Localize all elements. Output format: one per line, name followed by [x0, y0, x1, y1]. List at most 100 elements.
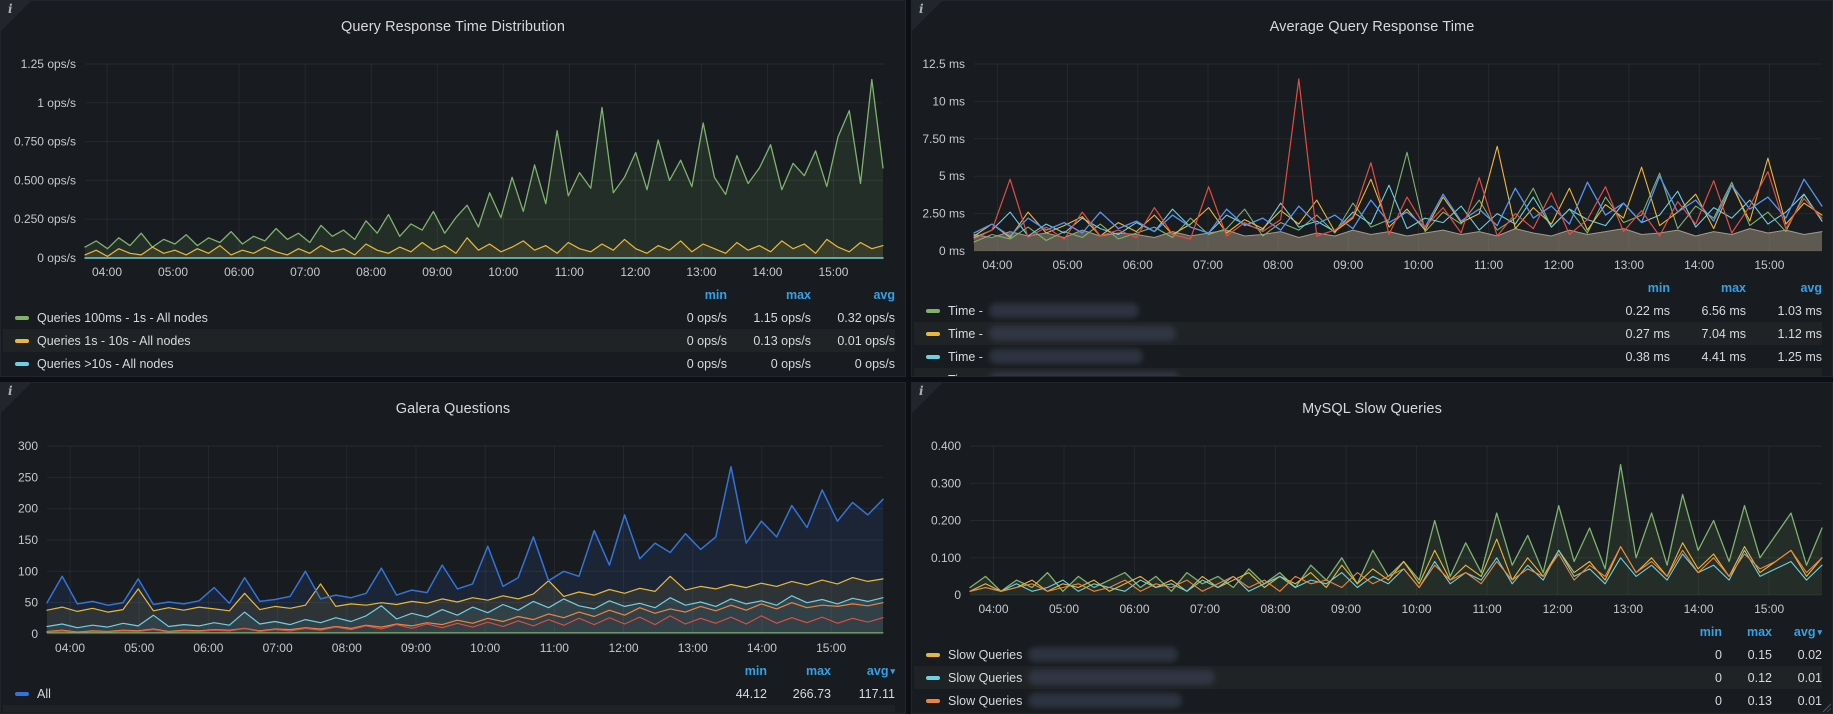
legend-stat-value: 0.22 ms — [1625, 303, 1670, 318]
legend-header-min[interactable]: min — [744, 664, 767, 678]
x-axis-label: 04:00 — [55, 641, 85, 655]
legend-series-label[interactable]: Queries 100ms - 1s - All nodes — [37, 310, 208, 325]
x-axis-label: 07:00 — [1190, 602, 1220, 616]
series-line-yellow — [46, 575, 884, 613]
time-series-graph[interactable]: 04:00 05:00 06:00 07:00 08:00 09:00 10:00 11:00… — [1, 52, 905, 284]
panel-info-corner[interactable] — [912, 383, 942, 413]
legend-stat-value: 266.73 — [792, 686, 831, 701]
x-axis-label: 11:00 — [1473, 602, 1502, 616]
y-axis-label: 0 ops/s — [37, 251, 76, 265]
legend-header-avg[interactable]: avg — [873, 288, 895, 302]
time-series-graph[interactable]: 04:00 05:00 06:00 07:00 08:00 09:00 10:00 11:00… — [912, 434, 1832, 621]
legend-series-label[interactable]: Slow Queries — [948, 670, 1023, 685]
series-line-green — [969, 464, 1823, 593]
y-axis-label: 200 — [18, 502, 38, 516]
legend-stat-value: 0.32 ops/s — [837, 310, 895, 325]
info-icon[interactable]: i — [919, 2, 924, 16]
info-icon[interactable]: i — [919, 384, 924, 398]
series-area-cyan — [47, 595, 883, 635]
panel-title[interactable]: MySQL Slow Queries — [1302, 400, 1442, 417]
series-line-cyan — [46, 595, 884, 629]
chart-svg: 04:00 05:00 06:00 07:00 08:00 09:00 10:00 11:00… — [18, 439, 884, 655]
x-axis-label: 15:00 — [1754, 258, 1784, 272]
series-line-blue — [46, 466, 884, 607]
x-axis-label: 15:00 — [816, 641, 846, 655]
legend-stat-value: 0.12 — [1747, 670, 1772, 685]
y-axis-label: 0.200 — [931, 514, 961, 528]
info-icon[interactable]: i — [8, 2, 13, 16]
series-color-swatch — [926, 308, 940, 313]
x-axis-label: 10:00 — [1402, 602, 1432, 616]
legend-series-label[interactable]: Time - — [948, 349, 983, 364]
series-color-swatch — [926, 331, 940, 336]
legend-header-min[interactable]: min — [704, 288, 727, 302]
y-axis-label: 0 — [31, 627, 38, 641]
x-axis-label: 05:00 — [1053, 258, 1083, 272]
x-axis-label: 06:00 — [1120, 602, 1150, 616]
time-series-graph[interactable]: 04:00 05:00 06:00 07:00 08:00 09:00 10:00 11:00… — [1, 434, 905, 660]
y-axis-label: 300 — [18, 439, 38, 453]
legend-header-max[interactable]: max — [785, 288, 811, 302]
y-axis-label: 2.50 ms — [922, 207, 965, 221]
legend-table: min max avg Time -0.22 ms 6.56 ms 1.03 ms Time… — [912, 277, 1832, 376]
panel-resize-handle[interactable] — [1821, 702, 1831, 712]
x-axis-label: 05:00 — [158, 265, 188, 279]
legend-series-label[interactable]: Time - — [948, 303, 983, 318]
series-area-yellow — [85, 237, 883, 259]
x-axis-label: 10:00 — [470, 641, 500, 655]
x-axis-label: 04:00 — [92, 265, 122, 279]
legend-header-min[interactable]: min — [1699, 625, 1722, 639]
legend-stat-value: 4.41 ms — [1701, 349, 1746, 364]
legend-header-max[interactable]: max — [805, 664, 831, 678]
sort-caret-icon: ▾ — [1817, 627, 1822, 637]
legend-series-label[interactable]: Time - — [948, 373, 983, 377]
legend-stat-value: 1.03 ms — [1777, 303, 1822, 318]
redaction-blur — [988, 303, 1139, 318]
panel-title[interactable]: Query Response Time Distribution — [340, 18, 565, 35]
time-series-graph[interactable]: 04:00 05:00 06:00 07:00 08:00 09:00 10:00 11:00… — [912, 52, 1832, 277]
x-axis-label: 09:00 — [1331, 602, 1361, 616]
panel-title[interactable]: Average Query Response Time — [1269, 18, 1475, 35]
series-line-light_blue — [973, 175, 1823, 237]
y-axis-label: 150 — [18, 533, 38, 547]
x-axis-label: 06:00 — [224, 265, 254, 279]
x-axis-label: 11:00 — [540, 641, 569, 655]
panel-info-corner[interactable] — [912, 1, 942, 31]
legend-stat-value: 0.38 ms — [1625, 349, 1670, 364]
series-line-yellow — [84, 237, 884, 258]
x-axis-label: 12:00 — [609, 641, 639, 655]
legend-series-label[interactable]: All — [37, 686, 51, 701]
legend-series-label[interactable]: Time - — [948, 326, 983, 341]
series-line-green — [973, 151, 1823, 243]
x-axis-label: 08:00 — [1263, 258, 1293, 272]
redaction-blur — [988, 349, 1143, 364]
legend-series-label[interactable]: Slow Queries — [948, 647, 1023, 662]
legend-series-label[interactable]: Queries 1s - 10s - All nodes — [37, 333, 191, 348]
x-axis-label: 04:00 — [982, 258, 1012, 272]
panel-info-corner[interactable] — [1, 1, 31, 31]
y-axis-label: 0.300 — [931, 476, 961, 490]
series-color-swatch — [926, 675, 940, 680]
legend-header-min[interactable]: min — [1647, 281, 1670, 295]
x-axis-label: 14:00 — [1684, 602, 1714, 616]
panel-title[interactable]: Galera Questions — [395, 400, 511, 417]
x-axis-label: 10:00 — [488, 265, 518, 279]
redaction-blur — [988, 372, 1180, 376]
x-axis-label: 10:00 — [1403, 258, 1433, 272]
legend-stat-value: 0.13 ops/s — [753, 333, 811, 348]
legend-stat-value: 0 ops/s — [686, 356, 727, 371]
legend-header-avg[interactable]: avg ▾ — [866, 664, 895, 678]
panel-info-corner[interactable] — [1, 383, 31, 413]
legend-header-row: min max avg — [3, 284, 895, 306]
series-color-swatch — [15, 315, 29, 320]
legend-header-max[interactable]: max — [1746, 625, 1772, 639]
series-color-swatch — [15, 338, 29, 343]
legend-header-avg[interactable]: avg — [1800, 281, 1822, 295]
legend-header-max[interactable]: max — [1720, 281, 1746, 295]
legend-series-label[interactable]: Queries >10s - All nodes — [37, 356, 174, 371]
legend-header-avg[interactable]: avg ▾ — [1793, 625, 1822, 639]
x-axis-label: 14:00 — [752, 265, 782, 279]
legend-series-label[interactable]: Slow Queries — [948, 693, 1023, 708]
info-icon[interactable]: i — [8, 384, 13, 398]
legend-stat-value: 0 ops/s — [686, 310, 727, 325]
